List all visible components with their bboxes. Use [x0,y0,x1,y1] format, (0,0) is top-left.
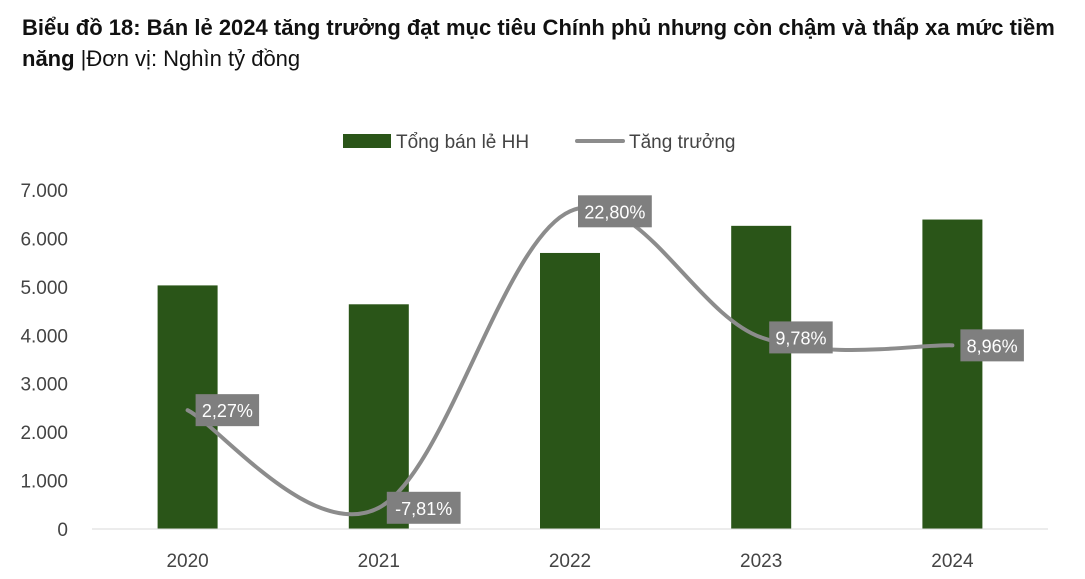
growth-labels: 2,27% -7,81% 22,80% 9,78% 8,96% [195,195,1024,524]
chart-title-unit: |Đơn vị: Nghìn tỷ đồng [74,46,301,71]
y-tick-label: 5.000 [20,278,68,299]
y-axis: 0 1.000 2.000 3.000 4.000 5.000 6.000 7.000 [20,181,68,541]
x-tick-label: 2023 [740,551,782,572]
growth-label-2023: 9,78% [769,321,833,354]
growth-label-bg [386,491,461,524]
y-tick-label: 2.000 [20,423,68,444]
growth-label-bg [195,394,260,427]
growth-label-2021: -7,81% [386,491,461,524]
x-tick-label: 2020 [166,551,208,572]
chart-title: Biểu đồ 18: Bán lẻ 2024 tăng trưởng đạt … [22,12,1062,74]
bar-2022 [540,252,600,529]
y-tick-label: 6.000 [20,229,68,250]
growth-label-2020: 2,27% [195,394,260,427]
x-tick-label: 2022 [549,551,591,572]
chart-title-bold: Biểu đồ 18: Bán lẻ 2024 tăng trưởng đạt … [22,15,1055,71]
bar-2024 [922,219,983,529]
y-tick-label: 7.000 [20,181,68,202]
y-tick-label: 1.000 [20,472,68,493]
y-tick-label: 4.000 [20,326,68,347]
y-tick-label: 0 [57,520,68,541]
legend-swatch-bar [343,134,391,148]
growth-label-text: 9,78% [775,328,826,348]
growth-label-text: 2,27% [202,401,253,421]
bar-2023 [731,225,792,529]
growth-label-text: 22,80% [584,202,645,222]
y-tick-label: 3.000 [20,375,68,396]
growth-label-bg [578,195,652,228]
x-tick-label: 2021 [358,551,400,572]
growth-label-bg [960,329,1024,362]
legend: Tổng bán lẻ HH Tăng trưởng [343,132,736,153]
legend-label-bar: Tổng bán lẻ HH [396,132,529,153]
bars [157,219,983,529]
growth-label-text: 8,96% [967,336,1018,356]
x-tick-label: 2024 [931,551,974,572]
legend-label-line: Tăng trưởng [629,132,736,153]
x-axis: 2020 2021 2022 2023 2024 [166,551,974,572]
growth-label-2024: 8,96% [960,329,1024,362]
growth-label-text: -7,81% [395,499,452,519]
growth-label-2022: 22,80% [578,195,652,228]
growth-label-bg [769,321,833,354]
